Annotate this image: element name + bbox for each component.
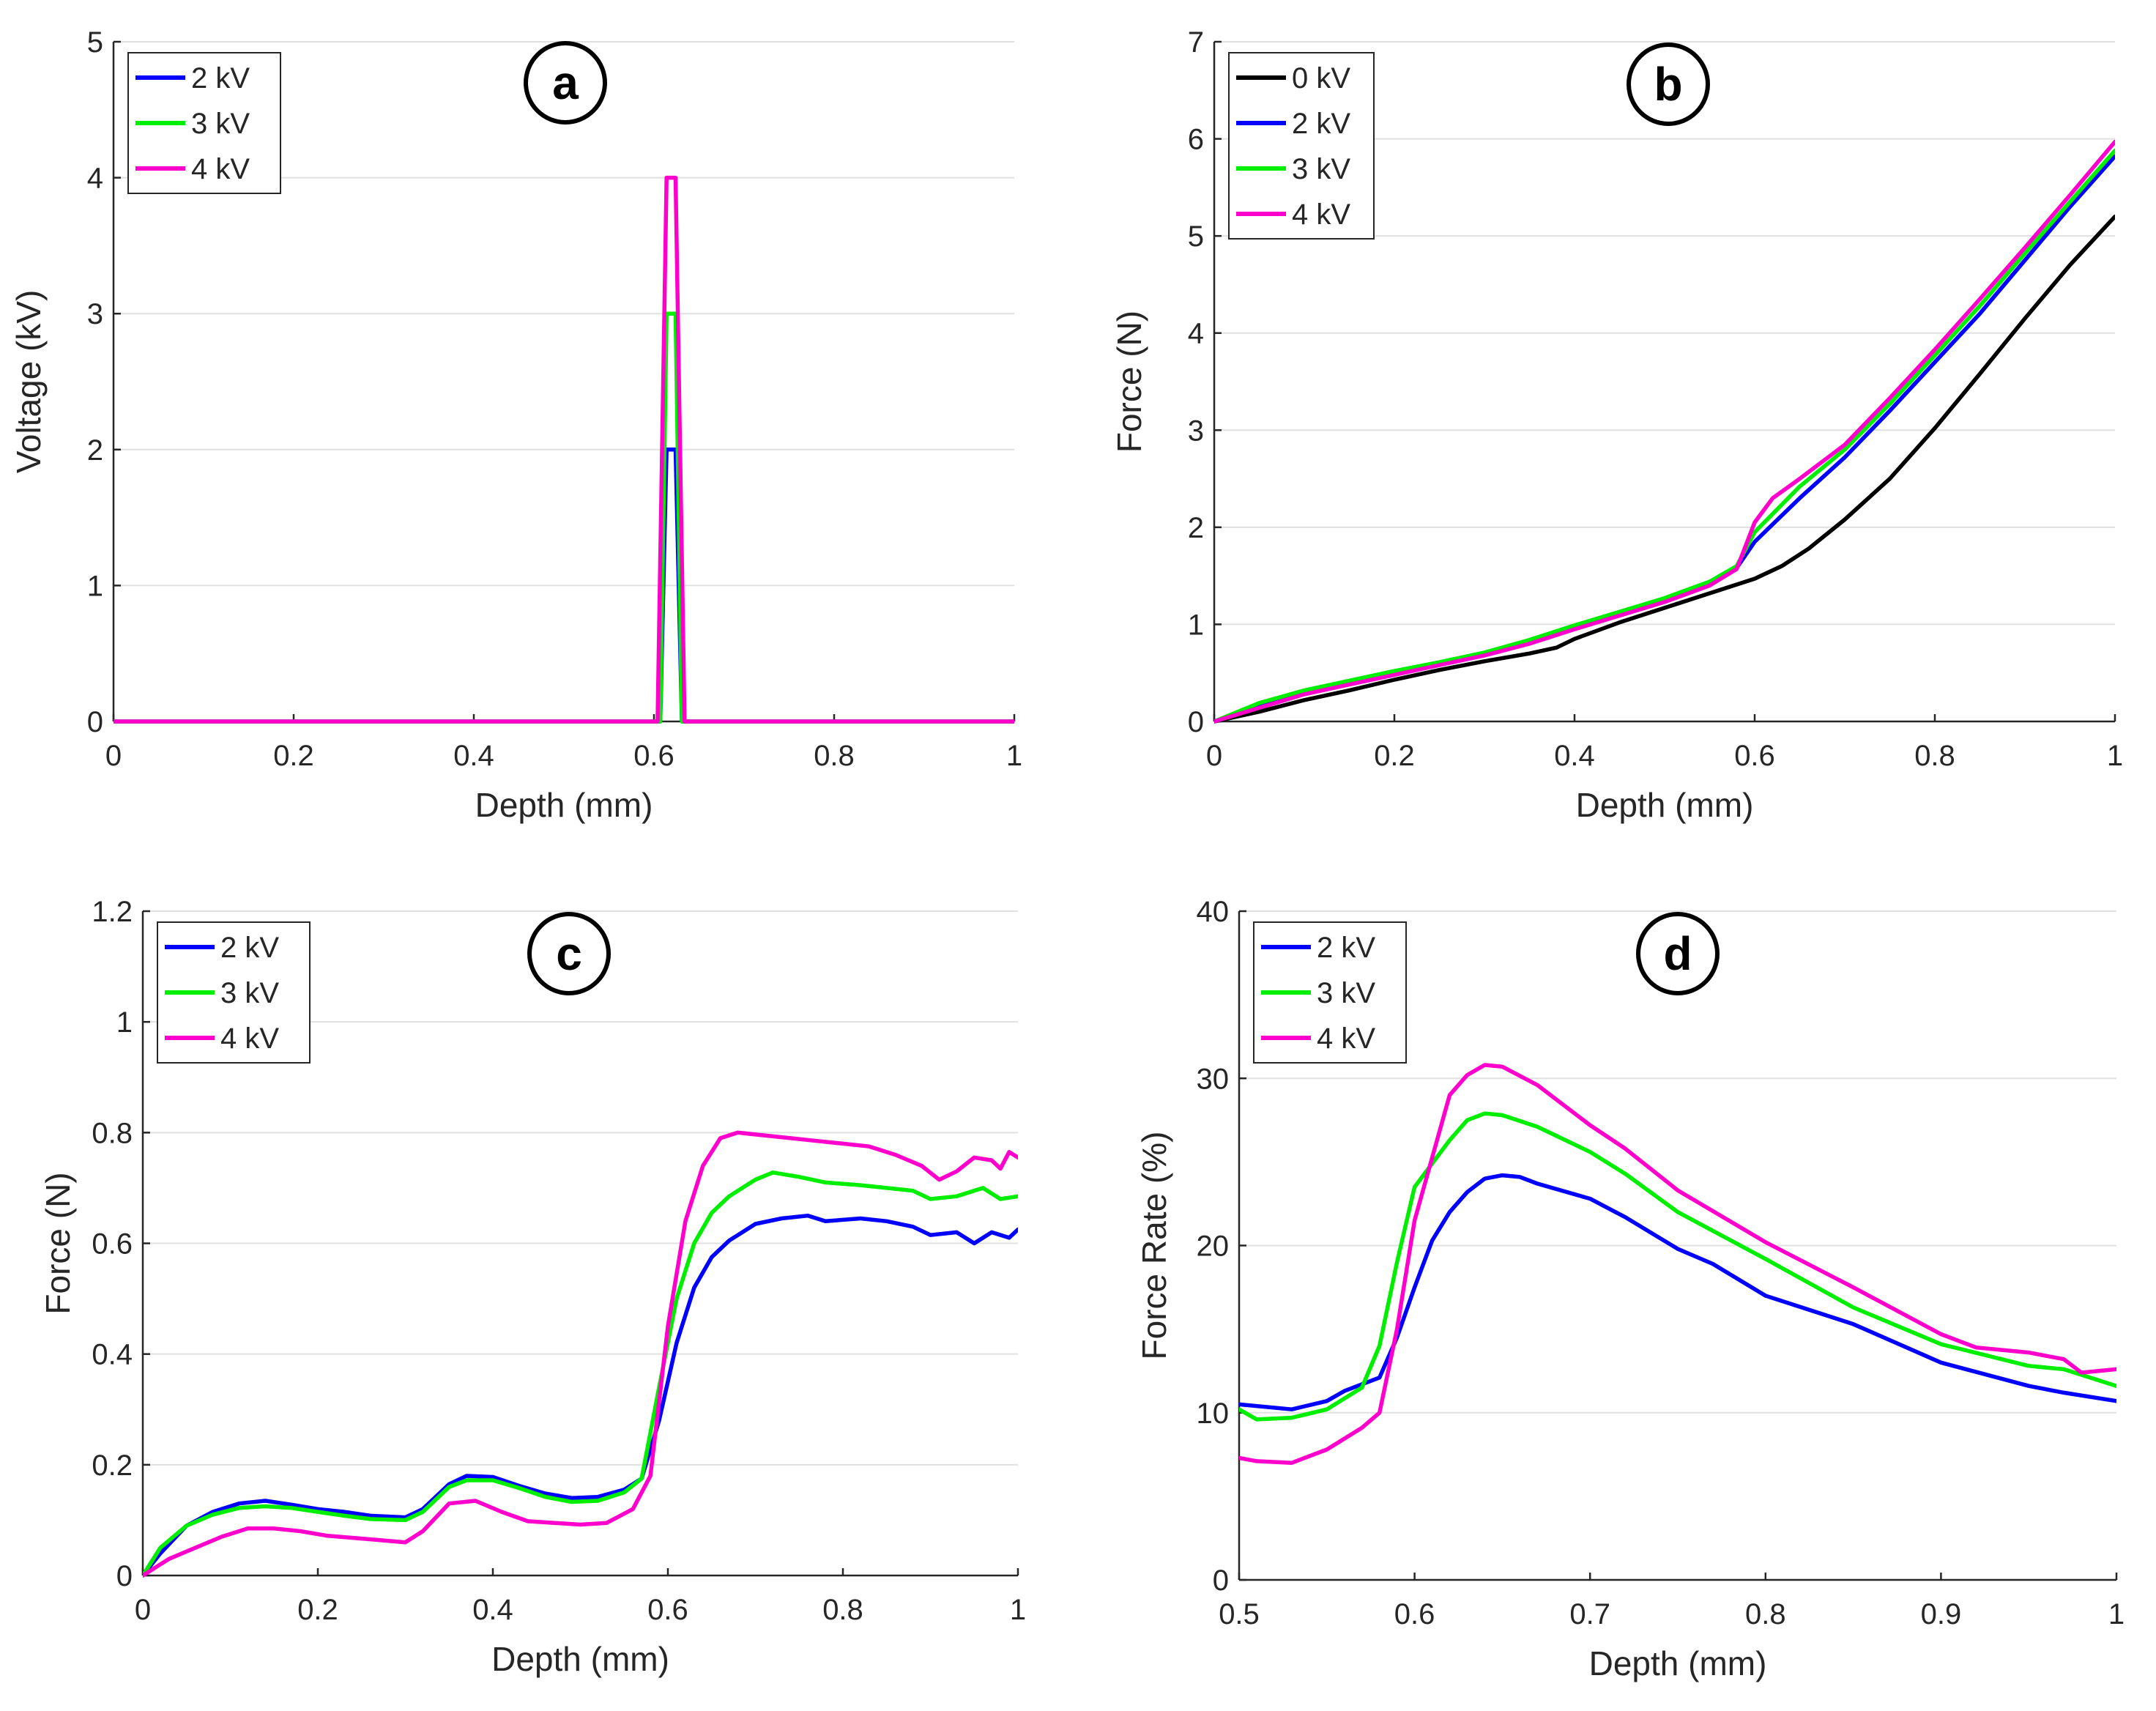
x-tick-label: 1 xyxy=(2107,740,2123,772)
y-tick-label: 5 xyxy=(1188,220,1204,253)
y-tick-label: 0 xyxy=(87,706,103,738)
legend-entry: 4 kV xyxy=(1292,198,1350,231)
y-tick-label: 2 xyxy=(1188,512,1204,544)
legend-entry: 2 kV xyxy=(220,932,279,964)
series-line-3-kv xyxy=(1239,1111,2116,1422)
y-axis-label: Force Rate (%) xyxy=(1135,1132,1173,1360)
legend-entry: 2 kV xyxy=(191,62,250,94)
x-axis-label: Depth (mm) xyxy=(1576,786,1754,824)
y-tick-label: 3 xyxy=(1188,415,1204,447)
series-line-2-kv xyxy=(1239,1173,2116,1411)
legend: 0 kV 2 kV 3 kV 4 kV xyxy=(1228,52,1375,240)
legend: 2 kV 3 kV 4 kV xyxy=(157,921,311,1064)
legend-box xyxy=(1228,52,1375,240)
series-line-4-kv xyxy=(1239,1063,2116,1465)
x-tick-label: 0 xyxy=(105,740,122,772)
y-tick-label: 1 xyxy=(116,1006,133,1039)
y-tick-label: 0.6 xyxy=(92,1228,133,1261)
x-tick-label: 0.9 xyxy=(1921,1598,1962,1630)
y-tick-label: 4 xyxy=(87,163,103,195)
legend-entry: 2 kV xyxy=(1317,932,1375,964)
panel-a: 0 1 2 3 4 5 0 0.2 0.4 0.6 0.8 1 Depth (mm) Voltage (k… xyxy=(10,26,1022,824)
panel-letter-circle xyxy=(527,912,611,995)
y-tick-label: 1 xyxy=(1188,609,1204,641)
x-tick-label: 0.4 xyxy=(1554,740,1595,772)
x-tick-label: 0 xyxy=(1206,740,1222,772)
y-tick-label: 4 xyxy=(1188,318,1204,350)
legend-entry: 0 kV xyxy=(1292,62,1350,94)
x-tick-label: 0.8 xyxy=(1914,740,1955,772)
series-line-3-kv xyxy=(143,1170,1018,1578)
y-tick-label: 3 xyxy=(87,298,103,330)
y-tick-label: 0 xyxy=(1188,706,1204,738)
series-line-4-kv xyxy=(143,1130,1018,1578)
panel-letter: b xyxy=(1654,58,1682,111)
legend-entry: 3 kV xyxy=(1317,977,1375,1009)
x-tick-label: 0.2 xyxy=(273,740,314,772)
x-tick-label: 0.4 xyxy=(472,1594,513,1626)
legend-entry: 3 kV xyxy=(191,108,250,140)
y-tick-label: 40 xyxy=(1197,896,1230,928)
x-tick-label: 0.6 xyxy=(633,740,674,772)
x-tick-label: 1 xyxy=(2108,1598,2125,1630)
x-tick-label: 0.2 xyxy=(297,1594,338,1626)
x-tick-label: 0.5 xyxy=(1219,1598,1260,1630)
panel-letter-circle xyxy=(524,41,607,125)
legend-entry: 4 kV xyxy=(220,1022,279,1055)
y-tick-label: 0.2 xyxy=(92,1450,133,1482)
y-tick-label: 1 xyxy=(87,570,103,602)
y-tick-label: 20 xyxy=(1197,1231,1230,1263)
y-tick-label: 30 xyxy=(1197,1063,1230,1095)
y-tick-label: 0.8 xyxy=(92,1117,133,1149)
y-tick-label: 0.4 xyxy=(92,1339,133,1371)
legend: 2 kV 3 kV 4 kV xyxy=(127,52,281,194)
panel-letter-circle xyxy=(1627,42,1710,126)
series-line-2-kv xyxy=(143,1213,1018,1578)
legend-entry: 3 kV xyxy=(1292,153,1350,185)
panel-d: 0 10 20 30 40 0.5 0.6 0.7 0.8 0.9 1 Depth (mm) Force… xyxy=(1135,896,2125,1682)
series-line-0-kv xyxy=(1214,214,2115,724)
y-tick-label: 1.2 xyxy=(92,896,133,928)
x-tick-label: 0.6 xyxy=(1394,1598,1435,1630)
y-axis-label: Force (N) xyxy=(39,1172,77,1314)
legend-entry: 3 kV xyxy=(220,977,279,1009)
series-line-4-kv xyxy=(114,175,1014,724)
x-axis-label: Depth (mm) xyxy=(491,1640,669,1678)
x-tick-label: 0.8 xyxy=(822,1594,863,1626)
y-tick-label: 2 xyxy=(87,434,103,467)
x-tick-label: 1 xyxy=(1010,1594,1026,1626)
series-line-4-kv xyxy=(1214,139,2115,724)
x-tick-label: 1 xyxy=(1006,740,1022,772)
y-tick-label: 0 xyxy=(116,1560,133,1592)
y-axis-label: Force (N) xyxy=(1110,311,1148,453)
x-tick-label: 0.6 xyxy=(1734,740,1775,772)
y-tick-label: 7 xyxy=(1188,26,1204,59)
legend: 2 kV 3 kV 4 kV xyxy=(1253,921,1407,1064)
x-tick-label: 0.6 xyxy=(647,1594,688,1626)
panel-letter: a xyxy=(552,56,579,109)
x-tick-label: 0.7 xyxy=(1569,1598,1610,1630)
x-tick-label: 0.8 xyxy=(814,740,855,772)
legend-entry: 4 kV xyxy=(1317,1022,1375,1055)
x-tick-label: 0.8 xyxy=(1745,1598,1786,1630)
panel-c: 0 0.2 0.4 0.6 0.8 1 1.2 0 0.2 0.4 0.6 0.8 1 Depth (mm… xyxy=(39,896,1026,1678)
legend-entry: 4 kV xyxy=(191,153,250,185)
x-tick-label: 0.2 xyxy=(1374,740,1415,772)
y-tick-label: 5 xyxy=(87,26,103,59)
x-tick-label: 0.4 xyxy=(453,740,494,772)
x-axis-label: Depth (mm) xyxy=(1589,1644,1767,1682)
panel-b: 0 1 2 3 4 5 6 7 0 0.2 0.4 0.6 0.8 1 Depth (mm) Force (N… xyxy=(1110,26,2123,824)
x-tick-label: 0 xyxy=(135,1594,151,1626)
legend-entry: 2 kV xyxy=(1292,108,1350,140)
series-line-3-kv xyxy=(1214,148,2115,724)
panel-letter: c xyxy=(556,927,582,980)
panel-letter-circle xyxy=(1636,912,1720,995)
y-tick-label: 6 xyxy=(1188,124,1204,156)
y-tick-label: 0 xyxy=(1213,1565,1229,1597)
y-axis-label: Voltage (kV) xyxy=(10,290,48,474)
panel-letter: d xyxy=(1663,927,1692,980)
y-tick-label: 10 xyxy=(1197,1398,1230,1430)
x-axis-label: Depth (mm) xyxy=(475,786,653,824)
